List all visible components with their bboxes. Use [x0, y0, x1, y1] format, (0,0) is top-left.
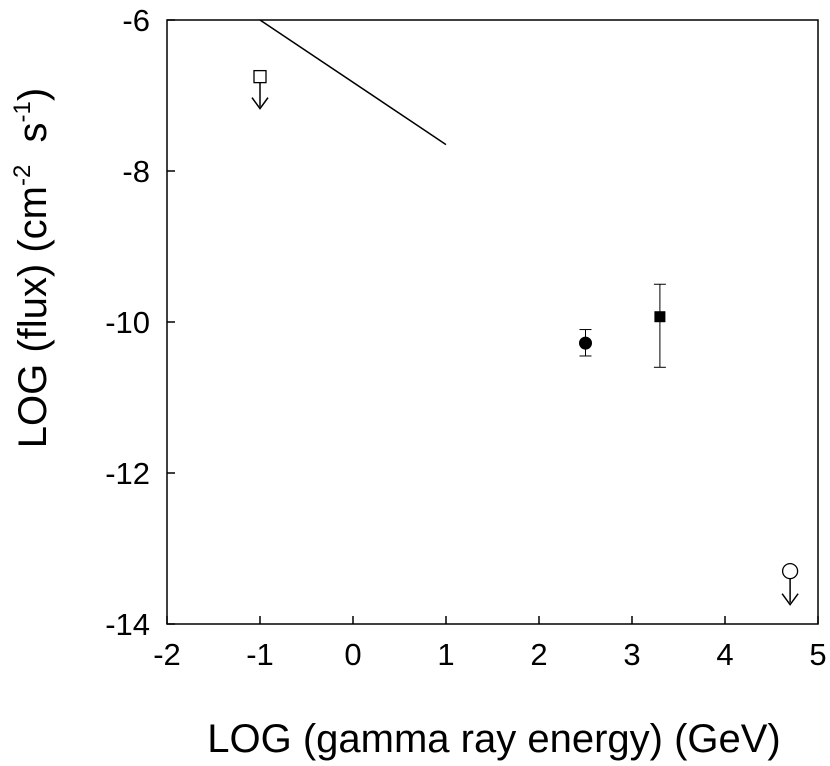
y-axis-title-prefix: LOG (flux) (cm: [11, 186, 55, 448]
spectrum-line: [259, 19, 447, 146]
plot-frame: [166, 19, 819, 625]
x-tick-label: 1: [437, 637, 454, 672]
open-square-upper-limit-arrow-head: [251, 97, 269, 110]
x-axis: -2 -1 0 1 2 3 4 5: [153, 616, 827, 672]
y-axis-title-suffix: ): [11, 88, 55, 101]
open-circle-upper-limit-arrow: [781, 578, 799, 606]
y-axis-title-mid: s: [11, 122, 55, 164]
x-axis-title: LOG (gamma ray energy) (GeV): [207, 717, 781, 761]
filled-square-marker: [654, 311, 666, 323]
y-axis-title: LOG (flux) (cm-2 s-1): [9, 88, 55, 448]
y-tick-label: -14: [105, 607, 150, 642]
filled-circle-marker: [579, 336, 592, 350]
open-circle-upper-limit-arrow-head: [781, 593, 799, 606]
x-tick-label: -1: [246, 637, 274, 672]
x-tick-label: 3: [623, 637, 640, 672]
x-tick-label: -2: [153, 637, 181, 672]
series-layer: [251, 19, 799, 606]
x-tick-label: 4: [716, 637, 733, 672]
y-axis-title-exp1: -2: [9, 165, 36, 186]
open-square-upper-limit-marker: [253, 69, 267, 84]
x-tick-label: 2: [530, 637, 547, 672]
y-tick-label: -8: [122, 154, 150, 189]
y-axis-title-exp2: -1: [9, 101, 36, 122]
x-tick-label: 5: [809, 637, 826, 672]
x-tick-label: 0: [344, 637, 361, 672]
y-tick-label: -12: [105, 456, 150, 491]
y-tick-label: -10: [105, 305, 150, 340]
y-tick-label: -6: [122, 3, 150, 38]
plot-border: [166, 19, 819, 625]
open-circle-upper-limit-marker: [781, 563, 799, 580]
y-axis: -14 -12 -10 -8 -6: [105, 3, 175, 642]
open-square-upper-limit-arrow: [251, 82, 269, 110]
